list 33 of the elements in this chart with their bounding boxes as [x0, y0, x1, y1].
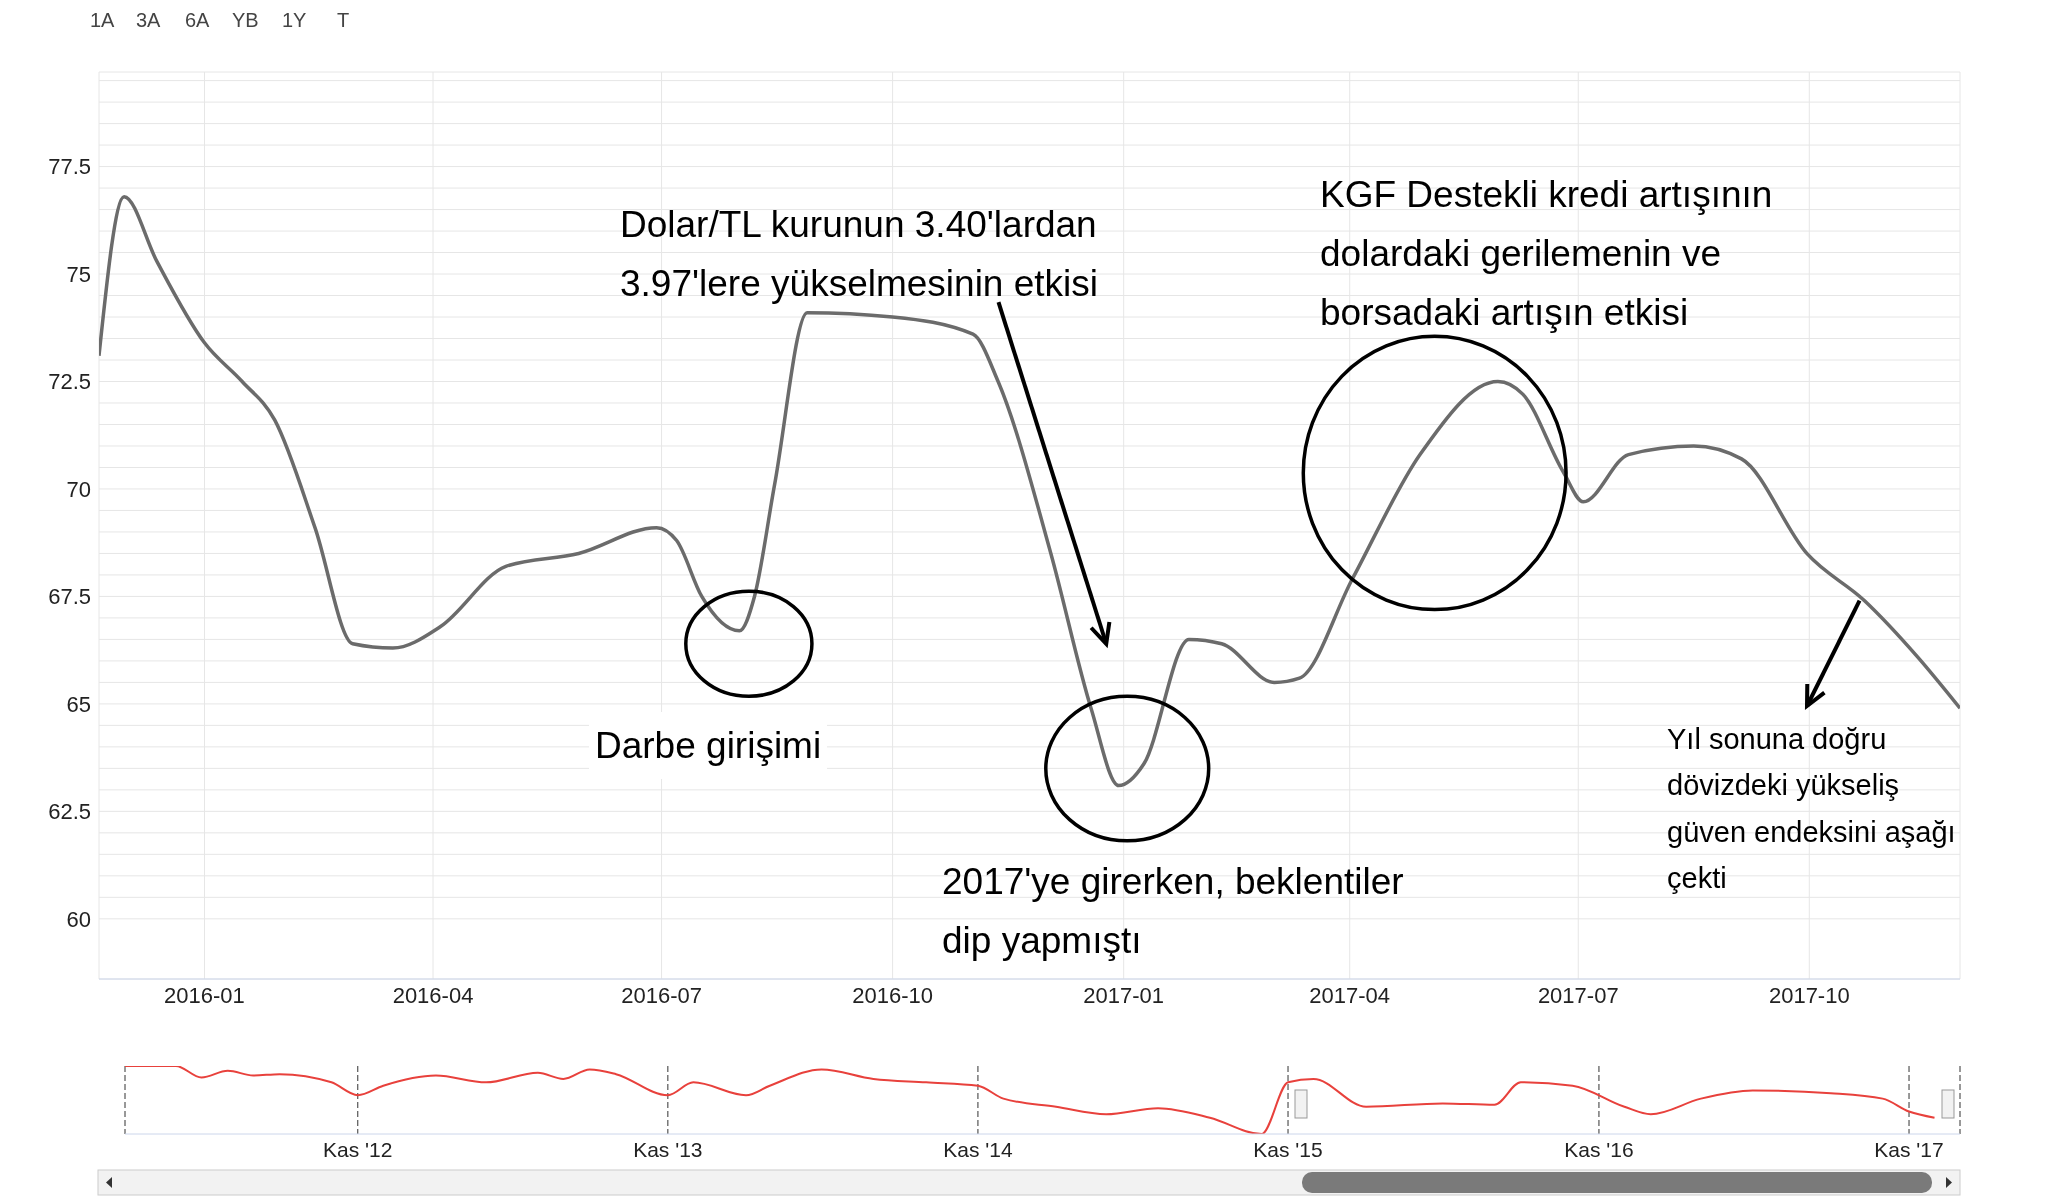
y-tick-label: 75 — [66, 261, 91, 287]
text: T — [337, 8, 350, 32]
x-tick-label: Kas '12 — [323, 1137, 393, 1161]
annotation: KGF Destekli kredi artışının dolardaki gerilemenin ve borsadaki artışın etkisi — [1320, 173, 1773, 336]
annotation: Darbe girişimi — [589, 712, 828, 780]
text: 6A — [185, 8, 210, 32]
text: 1Y — [282, 8, 307, 32]
x-tick-label: 2017-01 — [1083, 982, 1165, 1008]
x-tick-label: 2017-04 — [1309, 982, 1391, 1008]
y-tick-label: 70 — [66, 476, 91, 502]
y-tick-label: 77.5 — [48, 154, 91, 180]
x-tick-label: 2016-10 — [852, 982, 933, 1008]
x-tick-label: Kas '17 — [1874, 1137, 1944, 1161]
y-tick-label: 62.5 — [48, 799, 91, 825]
text: 1A — [90, 8, 115, 32]
x-tick-label: 2017-10 — [1768, 982, 1850, 1008]
x-tick-label: 2016-04 — [392, 982, 474, 1008]
annotation: 2017'ye girerken, beklentiler dip yapmıştı — [942, 860, 1404, 964]
text: YB — [232, 8, 259, 32]
x-tick-label: Kas '13 — [633, 1137, 703, 1161]
y-tick-label: 60 — [66, 906, 91, 932]
x-tick-label: 2016-07 — [621, 982, 702, 1008]
x-tick-label: 2016-01 — [164, 982, 245, 1008]
annotation: Dolar/TL kurunun 3.40'lardan 3.97'lere yükselmesinin etkisi — [620, 203, 1099, 307]
x-tick-label: 2017-07 — [1537, 982, 1619, 1008]
x-tick-label: Kas '14 — [943, 1137, 1013, 1161]
annotation: Yıl sonuna doğru dövizdeki yükseliş güven endeksini aşağı çekti — [1667, 722, 1956, 897]
x-tick-label: Kas '16 — [1564, 1137, 1634, 1161]
y-tick-label: 72.5 — [48, 369, 91, 395]
y-tick-label: 65 — [66, 691, 91, 717]
x-tick-label: Kas '15 — [1253, 1137, 1323, 1161]
text: 3A — [136, 8, 161, 32]
y-tick-label: 67.5 — [48, 584, 91, 610]
